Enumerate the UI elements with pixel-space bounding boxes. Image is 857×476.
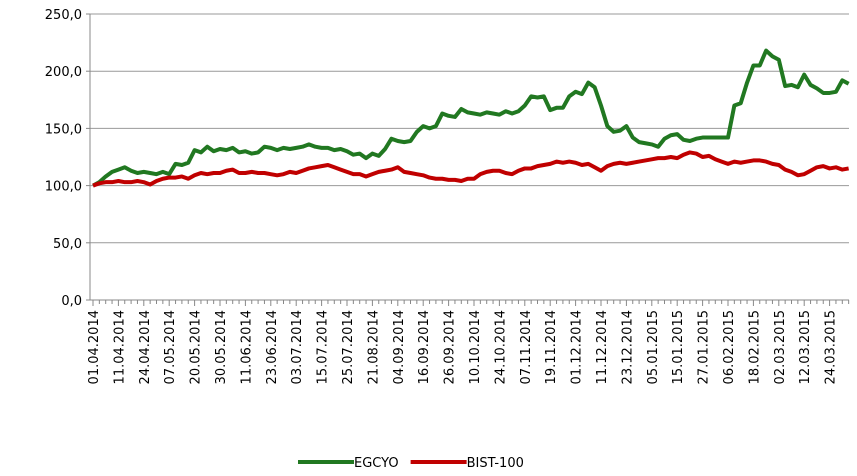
x-tick-label: 11.04.2014 xyxy=(112,310,127,384)
x-tick-label: 24.10.2014 xyxy=(493,310,508,384)
x-tick-label: 19.11.2014 xyxy=(544,310,559,384)
x-tick-label: 01.04.2014 xyxy=(87,310,102,384)
y-tick-label: 250,0 xyxy=(45,8,82,23)
x-tick-label: 24.03.2015 xyxy=(824,310,839,384)
x-tick-label: 16.09.2014 xyxy=(417,310,432,384)
x-tick-label: 12.03.2015 xyxy=(798,310,813,384)
x-tick-label: 03.07.2014 xyxy=(290,310,305,384)
y-tick-label: 200,0 xyxy=(45,65,82,80)
x-tick-label: 26.09.2014 xyxy=(443,310,458,384)
legend-item: EGCYO xyxy=(298,456,399,471)
legend-item: BIST-100 xyxy=(410,456,524,471)
x-tick-label: 10.10.2014 xyxy=(468,310,483,384)
x-tick-label: 23.12.2014 xyxy=(620,310,635,384)
x-tick-label: 04.09.2014 xyxy=(392,310,407,384)
x-tick-label: 25.07.2014 xyxy=(341,310,356,384)
x-tick-label: 15.07.2014 xyxy=(316,310,331,384)
x-tick-label: 07.11.2014 xyxy=(519,310,534,384)
y-tick-label: 100,0 xyxy=(45,180,82,195)
series-line xyxy=(92,150,850,188)
x-tick-label: 24.04.2014 xyxy=(138,310,153,384)
x-tick-label: 06.02.2015 xyxy=(722,310,737,384)
y-tick-label: 0,0 xyxy=(61,294,82,309)
x-tick-label: 01.12.2014 xyxy=(570,310,585,384)
x-tick-label: 15.01.2015 xyxy=(671,310,686,384)
legend-label: EGCYO xyxy=(354,456,399,471)
x-tick-label: 05.01.2015 xyxy=(646,310,661,384)
x-tick-label: 21.08.2014 xyxy=(366,310,381,384)
x-tick-label: 07.05.2014 xyxy=(163,310,178,384)
x-tick-label: 18.02.2015 xyxy=(747,310,762,384)
x-tick-label: 27.01.2015 xyxy=(697,310,712,384)
series-line xyxy=(92,48,850,188)
x-tick-label: 20.05.2014 xyxy=(189,310,204,384)
y-tick-label: 150,0 xyxy=(45,122,82,137)
x-tick-label: 02.03.2015 xyxy=(773,310,788,384)
x-tick-label: 11.12.2014 xyxy=(595,310,610,384)
legend-label: BIST-100 xyxy=(467,456,524,471)
x-tick-label: 11.06.2014 xyxy=(239,310,254,384)
x-tick-label: 30.05.2014 xyxy=(214,310,229,384)
y-tick-label: 50,0 xyxy=(53,237,82,252)
x-tick-label: 23.06.2014 xyxy=(265,310,280,384)
